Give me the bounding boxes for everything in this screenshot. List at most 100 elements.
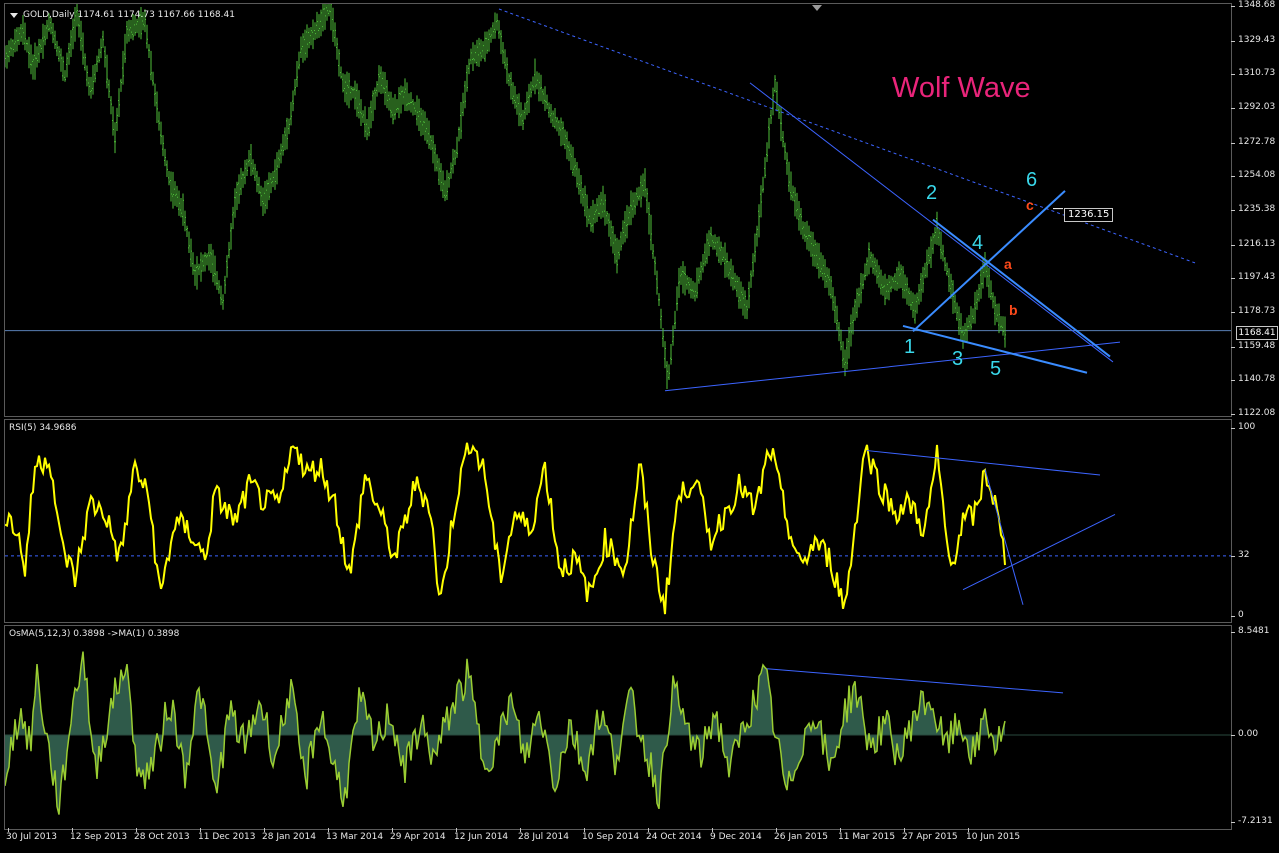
price-tick-label: 1272.78: [1238, 136, 1276, 147]
price-chart-svg: [5, 4, 1231, 392]
price-bar: [832, 287, 834, 311]
price-bar: [260, 185, 262, 207]
price-bar: [56, 40, 58, 57]
wave-label-4: 4: [972, 232, 984, 254]
price-bar: [576, 162, 578, 188]
price-bar: [982, 259, 984, 289]
price-bar: [156, 91, 158, 123]
price-bar: [670, 344, 672, 365]
price-bar: [306, 24, 308, 58]
price-bar: [788, 161, 790, 192]
rsi-pane[interactable]: RSI(5) 34.9686: [4, 419, 1232, 623]
price-bar: [460, 102, 462, 139]
price-bar: [668, 364, 670, 381]
price-bar: [566, 131, 568, 160]
price-bar: [900, 264, 902, 289]
osma-header: OsMA(5,12,3) 0.3898 ->MA(1) 0.3898: [9, 629, 179, 639]
price-bar: [840, 329, 842, 351]
price-trendline: [498, 8, 1196, 264]
price-bar: [420, 107, 422, 137]
scale-tick-mark: [1231, 346, 1235, 348]
price-bar: [326, 4, 328, 21]
price-bar: [8, 40, 10, 63]
price-bar: [190, 238, 192, 267]
price-bar: [336, 37, 338, 60]
price-bar: [822, 255, 824, 281]
price-bar: [298, 51, 300, 70]
price-bar: [708, 230, 710, 256]
price-bar: [536, 71, 538, 90]
price-bar: [114, 122, 116, 154]
price-bar: [130, 19, 132, 39]
price-bar: [316, 11, 318, 39]
price-bar: [124, 33, 126, 63]
rsi-trendline: [962, 514, 1116, 591]
price-bar: [712, 235, 714, 250]
price-bar: [440, 163, 442, 192]
price-bar: [526, 91, 528, 116]
chart-menu-chevron-down-icon[interactable]: [10, 13, 18, 18]
price-bar: [366, 118, 368, 141]
price-bar: [632, 192, 634, 218]
price-bar: [402, 86, 404, 105]
price-bar: [946, 262, 948, 276]
price-bar: [740, 281, 742, 309]
price-bar: [198, 263, 200, 276]
ohlc-values: 1174.61 1174.73 1167.66 1168.41: [77, 10, 235, 20]
price-bar: [518, 93, 520, 127]
osma-pane[interactable]: OsMA(5,12,3) 0.3898 ->MA(1) 0.3898: [4, 625, 1232, 830]
price-bar: [222, 294, 224, 310]
price-bar: [794, 187, 796, 217]
price-bar: [702, 253, 704, 273]
time-tick-label: 24 Oct 2014: [646, 832, 702, 842]
price-bar: [844, 349, 846, 377]
price-bar: [120, 78, 122, 92]
price-tick-label: 1310.73: [1238, 68, 1276, 79]
osma-tick-label: 0.00: [1238, 729, 1259, 740]
price-bar: [202, 254, 204, 272]
price-bar: [396, 99, 398, 113]
price-bar: [964, 322, 966, 343]
wave-label-1: 1: [904, 336, 916, 358]
price-bar: [778, 105, 780, 120]
price-bar: [240, 167, 242, 195]
price-bar: [458, 126, 460, 142]
price-bar: [14, 28, 16, 53]
price-bar: [274, 159, 276, 190]
price-bar: [256, 170, 258, 193]
price-bar: [48, 13, 50, 32]
price-bar: [488, 29, 490, 52]
price-bar: [812, 231, 814, 267]
price-bar: [862, 273, 864, 290]
price-bar: [62, 56, 64, 81]
price-bar: [556, 116, 558, 132]
price-bar: [370, 100, 372, 129]
price-chart-pane[interactable]: GOLD,Daily 1174.61 1174.73 1167.66 1168.…: [4, 3, 1232, 417]
price-bar: [286, 117, 288, 150]
wave-label-5: 5: [990, 358, 1002, 380]
price-bar: [596, 198, 598, 223]
price-bar: [46, 19, 48, 40]
price-bar: [216, 271, 218, 290]
chart-shift-marker-icon[interactable]: [812, 5, 822, 11]
price-bar: [96, 55, 98, 72]
time-tick-mark: [712, 828, 713, 832]
price-bar: [638, 186, 640, 201]
price-bar: [390, 91, 392, 118]
price-bar: [568, 141, 570, 162]
price-bar: [720, 241, 722, 266]
price-bar: [758, 204, 760, 238]
price-bar: [746, 299, 748, 320]
price-bar: [210, 243, 212, 273]
price-bar: [876, 259, 878, 284]
time-tick-label: 28 Jul 2014: [518, 832, 569, 842]
price-bar: [346, 71, 348, 106]
price-bar: [990, 280, 992, 300]
price-bar: [838, 321, 840, 342]
price-bar: [694, 282, 696, 302]
current-price-label: 1168.41: [1236, 326, 1278, 340]
price-bar: [600, 191, 602, 219]
price-bar: [444, 180, 446, 202]
price-bar: [448, 172, 450, 188]
price-bar: [642, 173, 644, 197]
